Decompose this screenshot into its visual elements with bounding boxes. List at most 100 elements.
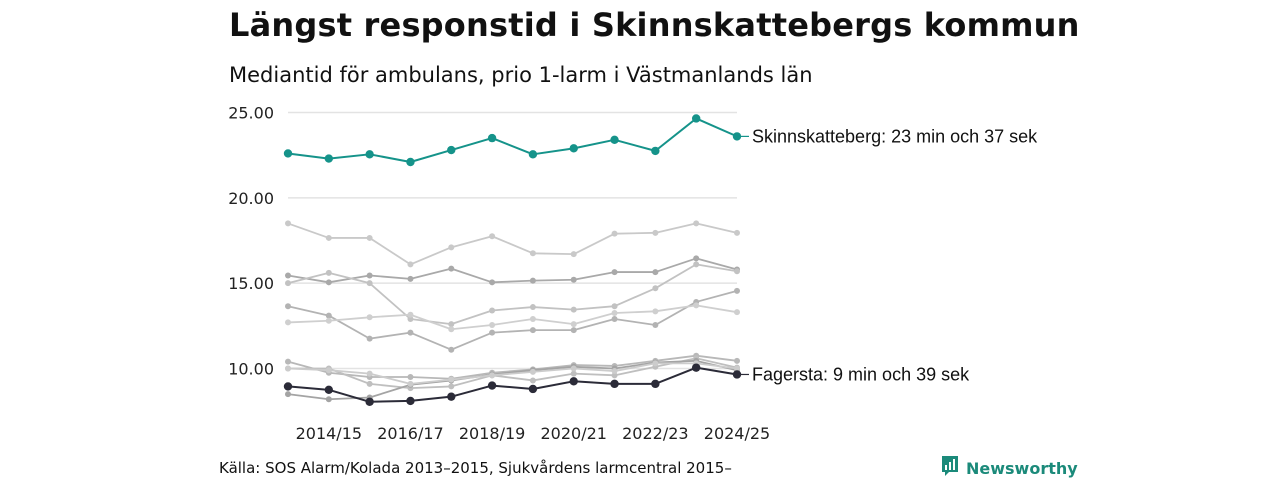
- data-point: [611, 310, 618, 317]
- data-point: [448, 376, 455, 383]
- data-point: [529, 327, 536, 334]
- data-point: [652, 229, 659, 236]
- data-point: [734, 287, 740, 294]
- data-point: [448, 326, 455, 333]
- data-point: [448, 321, 455, 328]
- data-point: [447, 145, 456, 155]
- data-point: [611, 368, 618, 375]
- data-point: [734, 357, 740, 364]
- page-title: Längst responstid i Skinnskattebergs kom…: [229, 6, 1080, 44]
- brand-name: Newsworthy: [966, 458, 1078, 478]
- data-point: [611, 230, 618, 237]
- data-point: [366, 280, 373, 287]
- data-point: [407, 316, 414, 323]
- data-point: [366, 380, 373, 387]
- data-point: [283, 149, 293, 158]
- x-tick-label: 2024/25: [704, 424, 770, 443]
- data-point: [652, 285, 659, 292]
- data-point: [569, 377, 578, 386]
- data-point: [529, 316, 536, 323]
- series-line: [287, 354, 738, 380]
- data-point: [325, 367, 332, 374]
- data-point: [734, 229, 740, 236]
- data-point: [448, 244, 455, 251]
- data-point: [570, 327, 577, 334]
- series-background: [285, 357, 740, 403]
- data-point: [324, 154, 334, 163]
- data-point: [489, 307, 496, 314]
- series-line: [287, 304, 738, 331]
- data-point: [693, 220, 700, 227]
- data-point: [365, 150, 374, 159]
- series-line: [287, 263, 738, 326]
- y-tick-label: 20.00: [228, 189, 274, 208]
- data-point: [693, 255, 700, 262]
- data-point: [610, 135, 619, 145]
- data-point: [366, 314, 373, 321]
- y-tick-label: 15.00: [228, 274, 274, 293]
- series-background: [285, 302, 740, 333]
- series-background: [285, 220, 740, 268]
- brand[interactable]: Newsworthy: [940, 454, 1078, 482]
- series-end-label: Fagersta: 9 min och 39 sek: [752, 364, 970, 384]
- data-point: [365, 397, 374, 406]
- data-point: [610, 379, 619, 389]
- x-tick-label: 2014/15: [296, 424, 362, 443]
- series-background: [285, 261, 740, 328]
- data-point: [487, 133, 497, 143]
- data-point: [285, 358, 291, 365]
- data-point: [283, 382, 293, 391]
- data-point: [407, 275, 414, 282]
- data-point: [325, 312, 332, 319]
- data-point: [407, 311, 414, 318]
- data-point: [652, 360, 659, 367]
- data-point: [407, 329, 414, 336]
- data-point: [529, 250, 536, 257]
- data-point: [611, 269, 618, 276]
- series-line: [287, 366, 738, 403]
- source-note: Källa: SOS Alarm/Kolada 2013–2015, Sjukv…: [219, 459, 732, 477]
- data-point: [569, 144, 578, 153]
- data-point: [611, 316, 618, 323]
- x-tick-label: 2020/21: [540, 424, 606, 443]
- data-point: [651, 379, 660, 389]
- data-point: [570, 276, 577, 283]
- y-tick-label: 10.00: [228, 360, 274, 379]
- x-tick-label: 2016/17: [377, 424, 443, 443]
- data-point: [652, 269, 659, 276]
- data-point: [447, 392, 456, 401]
- series-line: [287, 257, 738, 284]
- data-point: [570, 370, 577, 377]
- page-subtitle: Mediantid för ambulans, prio 1-larm i Vä…: [229, 63, 813, 87]
- newsworthy-logo-icon: [940, 454, 960, 482]
- series-line: [287, 289, 738, 351]
- series-background: [285, 255, 740, 286]
- data-point: [285, 220, 291, 227]
- data-point: [611, 372, 618, 379]
- data-point: [528, 384, 538, 394]
- series-background: [285, 360, 740, 387]
- data-point: [324, 385, 334, 395]
- data-point: [448, 383, 455, 390]
- data-point: [366, 234, 373, 241]
- series-line: [287, 222, 738, 266]
- data-point: [570, 251, 577, 258]
- data-point: [691, 363, 701, 372]
- data-point: [285, 303, 291, 310]
- data-point: [448, 346, 455, 353]
- data-point: [407, 374, 414, 381]
- data-point: [325, 234, 332, 241]
- data-point: [406, 157, 415, 167]
- data-point: [652, 308, 659, 315]
- data-point: [366, 272, 373, 279]
- data-point: [285, 365, 291, 372]
- data-point: [325, 317, 332, 324]
- data-point: [528, 150, 538, 159]
- data-point: [407, 380, 414, 387]
- data-point: [285, 391, 291, 398]
- data-point: [529, 304, 536, 311]
- data-point: [325, 279, 332, 286]
- series-line: [288, 357, 738, 390]
- series-end-label: Skinnskatteberg: 23 min och 37 sek: [752, 126, 1038, 146]
